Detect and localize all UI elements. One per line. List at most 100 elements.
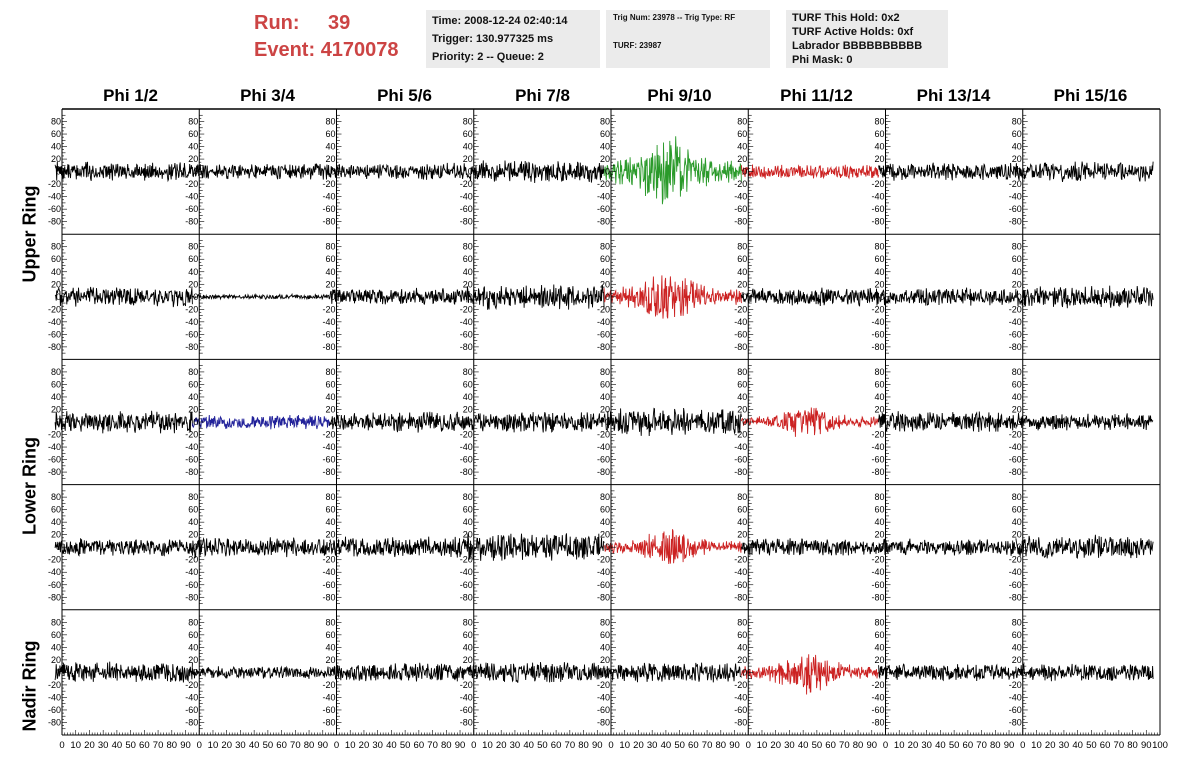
x-tick-label: 30: [235, 740, 246, 751]
waveform-trace-r1-c7: [1015, 285, 1154, 309]
waveform-trace-r0-c3: [466, 160, 605, 184]
y-tick-label: 80: [325, 367, 335, 377]
waveform-trace-r3-c5: [740, 538, 880, 556]
y-tick-label: -40: [185, 442, 198, 452]
y-tick-label: -40: [597, 567, 610, 577]
y-tick-label: 0: [56, 167, 61, 177]
y-tick-label: -60: [1009, 455, 1022, 465]
y-tick-label: -80: [597, 217, 610, 227]
y-tick-label: 60: [600, 254, 610, 264]
y-tick-label: 40: [600, 392, 610, 402]
y-tick-label: 60: [874, 630, 884, 640]
y-tick-label: 40: [874, 517, 884, 527]
x-tick-label: 70: [1114, 740, 1125, 751]
y-tick-label: 60: [737, 129, 747, 139]
y-tick-label: 0: [56, 417, 61, 427]
x-tick-label: 20: [1045, 740, 1056, 751]
y-tick-label: -60: [734, 705, 747, 715]
y-tick-label: 60: [1012, 630, 1022, 640]
y-tick-label: 0: [330, 292, 335, 302]
y-tick-label: 60: [737, 254, 747, 264]
y-tick-label: -60: [48, 204, 61, 214]
x-tick-label: 0: [334, 740, 339, 751]
x-tick-label: 40: [798, 740, 809, 751]
y-tick-label: -80: [460, 717, 473, 727]
waveform-trace-r1-c0: [54, 286, 193, 308]
y-tick-label: -80: [322, 717, 335, 727]
y-tick-label: -20: [1009, 430, 1022, 440]
y-tick-label: -20: [597, 179, 610, 189]
x-tick-label: 90: [1004, 740, 1015, 751]
y-tick-label: 40: [874, 142, 884, 152]
y-tick-label: -60: [322, 580, 335, 590]
x-tick-label: 50: [674, 740, 685, 751]
x-tick-label: 10: [894, 740, 905, 751]
y-tick-label: -60: [185, 204, 198, 214]
x-tick-label: 70: [290, 740, 301, 751]
x-tick-label: 80: [990, 740, 1001, 751]
y-tick-label: -80: [734, 717, 747, 727]
waveform-trace-r4-c3: [466, 662, 605, 683]
y-tick-label: 20: [737, 279, 747, 289]
y-tick-label: 20: [463, 530, 473, 540]
y-tick-label: -60: [185, 329, 198, 339]
y-tick-label: -20: [460, 179, 473, 189]
y-tick-label: 40: [463, 642, 473, 652]
y-tick-label: 80: [1012, 617, 1022, 627]
y-tick-label: 60: [1012, 129, 1022, 139]
y-tick-label: 60: [737, 379, 747, 389]
x-tick-label: 80: [441, 740, 452, 751]
y-tick-label: 0: [605, 292, 610, 302]
y-tick-label: 20: [463, 154, 473, 164]
x-tick-label: 60: [688, 740, 699, 751]
y-tick-label: -40: [597, 317, 610, 327]
y-tick-label: 20: [463, 655, 473, 665]
x-tick-label: 60: [276, 740, 287, 751]
x-tick-label: 50: [263, 740, 274, 751]
y-tick-label: 0: [1017, 167, 1022, 177]
waveform-trace-r0-c2: [329, 162, 468, 180]
x-tick-label: 20: [908, 740, 919, 751]
y-tick-label: -60: [597, 455, 610, 465]
y-tick-label: 60: [600, 630, 610, 640]
y-tick-label: -40: [1009, 442, 1022, 452]
x-tick-label: 50: [812, 740, 823, 751]
x-tick-label: 20: [496, 740, 507, 751]
y-tick-label: -80: [597, 467, 610, 477]
x-tick-label: 30: [647, 740, 658, 751]
y-tick-label: -40: [734, 192, 747, 202]
y-tick-label: 20: [1012, 655, 1022, 665]
y-tick-label: 20: [1012, 404, 1022, 414]
x-tick-label: 40: [112, 740, 123, 751]
y-tick-label: -80: [597, 342, 610, 352]
y-tick-label: 40: [874, 642, 884, 652]
y-tick-label: -60: [871, 705, 884, 715]
x-tick-label: 30: [921, 740, 932, 751]
x-tick-label: 10: [619, 740, 630, 751]
y-tick-label: -20: [460, 555, 473, 565]
y-tick-label: -80: [460, 217, 473, 227]
y-tick-label: 80: [463, 367, 473, 377]
y-tick-label: -20: [871, 555, 884, 565]
y-tick-label: 80: [188, 492, 198, 502]
y-tick-label: 80: [737, 242, 747, 252]
y-tick-label: -20: [734, 179, 747, 189]
waveform-trace-r1-c4: [603, 275, 742, 319]
y-tick-label: 0: [1017, 292, 1022, 302]
y-tick-label: -80: [871, 717, 884, 727]
y-tick-label: 80: [600, 367, 610, 377]
y-tick-label: 20: [188, 530, 198, 540]
y-tick-label: 60: [874, 129, 884, 139]
y-tick-label: 20: [51, 404, 61, 414]
waveform-trace-r3-c7: [1015, 534, 1154, 559]
y-tick-label: 80: [463, 242, 473, 252]
y-tick-label: -60: [871, 455, 884, 465]
y-tick-label: 40: [600, 142, 610, 152]
turf-active-text: TURF Active Holds: 0xf: [792, 26, 914, 38]
x-tick-label: 40: [523, 740, 534, 751]
waveform-trace-r4-c1: [191, 665, 331, 679]
waveform-trace-r3-c4: [603, 529, 742, 565]
y-tick-label: 20: [874, 279, 884, 289]
waveform-trace-r1-c6: [878, 287, 1017, 306]
x-tick-label: 100: [1152, 740, 1168, 751]
